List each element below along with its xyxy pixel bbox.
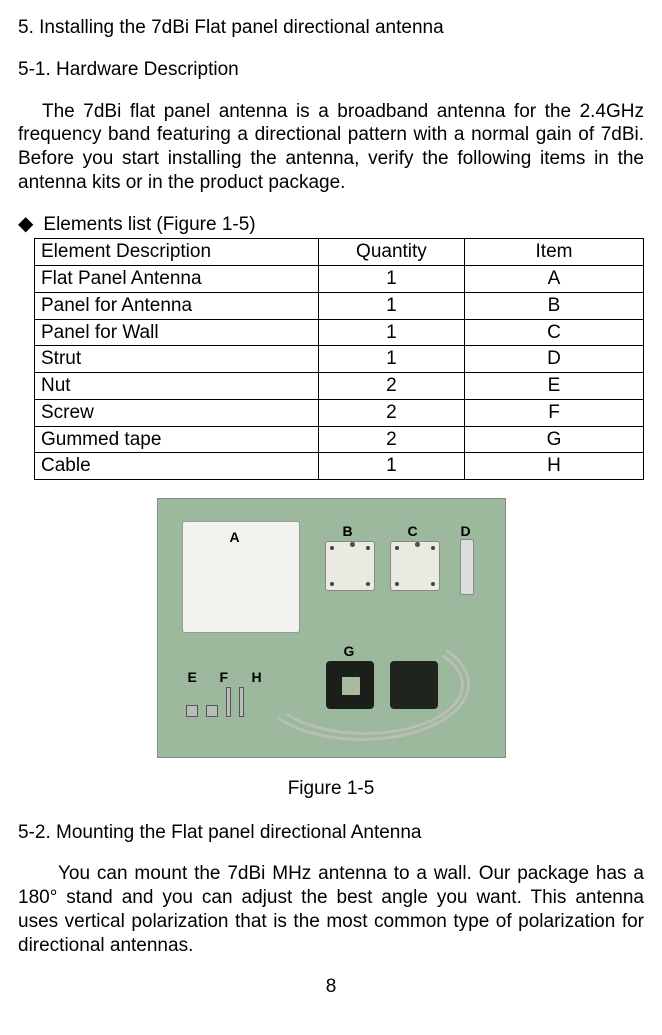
fig-label-h: H: [252, 669, 262, 687]
cell-description: Nut: [35, 373, 319, 400]
table-row: Screw 2 F: [35, 399, 644, 426]
cell-quantity: 2: [318, 399, 464, 426]
figure-image: A B C D G E F H: [157, 498, 506, 758]
cell-quantity: 1: [318, 346, 464, 373]
table-row: Strut 1 D: [35, 346, 644, 373]
fig-item-screw: [239, 687, 244, 717]
table-row: Nut 2 E: [35, 373, 644, 400]
cell-description: Flat Panel Antenna: [35, 266, 319, 293]
page-number: 8: [18, 975, 644, 999]
table-row: Gummed tape 2 G: [35, 426, 644, 453]
fig-label-b: B: [343, 523, 353, 541]
table-row: Flat Panel Antenna 1 A: [35, 266, 644, 293]
table-row: Cable 1 H: [35, 453, 644, 480]
cell-quantity: 1: [318, 292, 464, 319]
fig-label-f: F: [220, 669, 229, 687]
section-title: 5. Installing the 7dBi Flat panel direct…: [18, 16, 644, 40]
fig-item-nut: [186, 705, 198, 717]
cell-quantity: 1: [318, 453, 464, 480]
fig-label-g: G: [344, 643, 355, 661]
table-row: Panel for Wall 1 C: [35, 319, 644, 346]
cell-item: B: [465, 292, 644, 319]
fig-label-a: A: [230, 529, 240, 547]
col-header-quantity: Quantity: [318, 239, 464, 266]
cell-quantity: 1: [318, 266, 464, 293]
elements-table: Element Description Quantity Item Flat P…: [34, 238, 644, 480]
table-row: Panel for Antenna 1 B: [35, 292, 644, 319]
diamond-bullet-icon: ◆: [18, 214, 33, 234]
cell-description: Panel for Antenna: [35, 292, 319, 319]
col-header-item: Item: [465, 239, 644, 266]
cell-quantity: 2: [318, 426, 464, 453]
figure-caption: Figure 1-5: [18, 777, 644, 801]
paragraph-mounting: You can mount the 7dBi MHz antenna to a …: [18, 862, 644, 957]
cell-item: C: [465, 319, 644, 346]
cell-item: H: [465, 453, 644, 480]
fig-item-dark-square: [390, 661, 438, 709]
table-header-row: Element Description Quantity Item: [35, 239, 644, 266]
cell-description: Panel for Wall: [35, 319, 319, 346]
cell-item: G: [465, 426, 644, 453]
fig-item-flat-panel-antenna: [182, 521, 300, 633]
subsection-5-1-title: 5-1. Hardware Description: [18, 58, 644, 82]
fig-item-nut: [206, 705, 218, 717]
cell-quantity: 1: [318, 319, 464, 346]
elements-list-heading-row: ◆ Elements list (Figure 1-5): [18, 213, 644, 237]
cell-description: Cable: [35, 453, 319, 480]
cell-description: Strut: [35, 346, 319, 373]
fig-label-e: E: [188, 669, 197, 687]
fig-item-panel-wall: [390, 541, 440, 591]
fig-label-c: C: [408, 523, 418, 541]
fig-hardware-row: [186, 687, 244, 717]
paragraph-hardware-description: The 7dBi flat panel antenna is a broadba…: [18, 100, 644, 195]
fig-item-panel-antenna: [325, 541, 375, 591]
cell-item: F: [465, 399, 644, 426]
fig-label-d: D: [461, 523, 471, 541]
cell-item: D: [465, 346, 644, 373]
figure-1-5: A B C D G E F H: [18, 498, 644, 765]
col-header-description: Element Description: [35, 239, 319, 266]
elements-list-heading: Elements list (Figure 1-5): [43, 213, 255, 237]
fig-item-screw: [226, 687, 231, 717]
cell-item: E: [465, 373, 644, 400]
subsection-5-2-title: 5-2. Mounting the Flat panel directional…: [18, 821, 644, 845]
cell-description: Gummed tape: [35, 426, 319, 453]
cell-description: Screw: [35, 399, 319, 426]
fig-item-strut: [460, 539, 474, 595]
cell-quantity: 2: [318, 373, 464, 400]
cell-item: A: [465, 266, 644, 293]
fig-item-gummed-tape: [326, 661, 374, 709]
